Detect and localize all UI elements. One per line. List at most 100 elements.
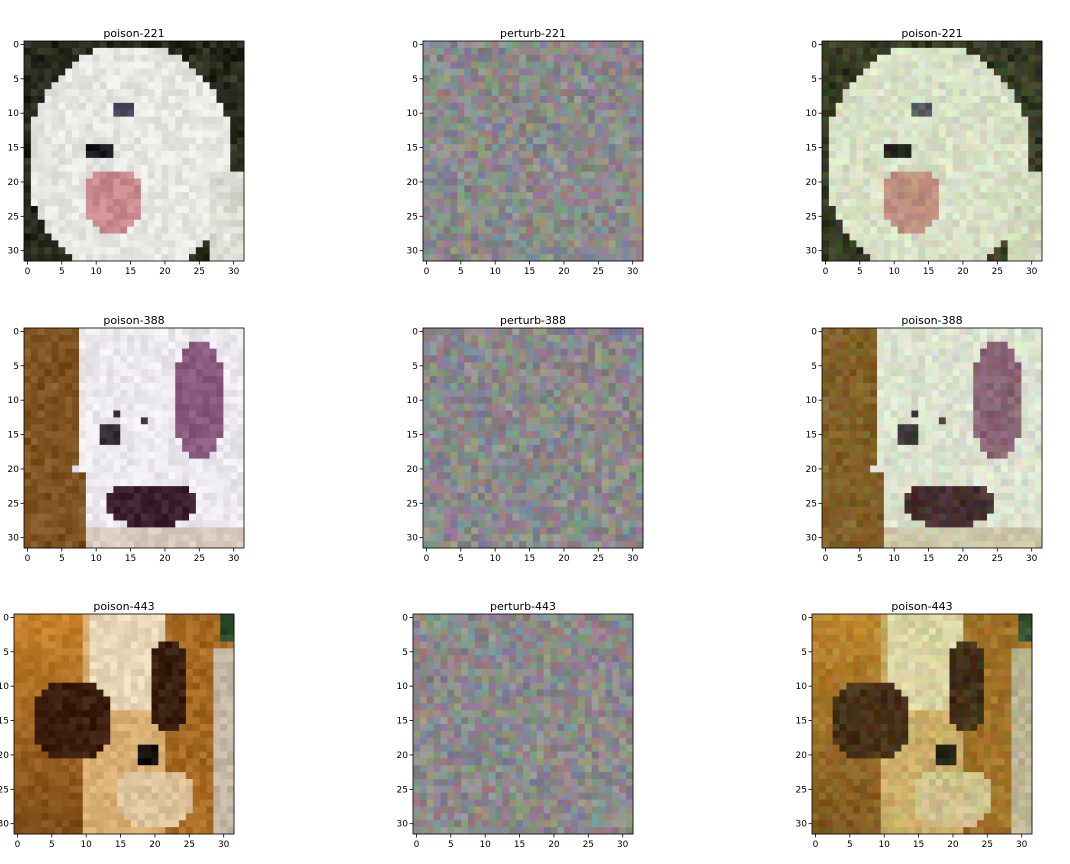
pixel <box>519 341 527 350</box>
pixel <box>120 465 128 473</box>
pixel <box>938 89 947 97</box>
pixel <box>938 41 947 49</box>
pixel <box>457 389 465 398</box>
pixel <box>120 451 128 460</box>
pixel <box>938 240 947 248</box>
pixel <box>484 171 493 179</box>
pixel <box>987 219 995 228</box>
pixel <box>519 438 527 446</box>
pixel <box>92 376 101 384</box>
pixel <box>127 506 135 515</box>
pixel <box>478 486 486 494</box>
pixel <box>505 383 513 391</box>
pixel <box>175 130 183 138</box>
pixel <box>863 199 871 207</box>
pixel <box>79 417 87 425</box>
pixel <box>85 102 94 111</box>
pixel <box>99 164 107 173</box>
pixel <box>134 541 142 549</box>
pixel <box>175 486 183 494</box>
pixel <box>822 89 830 97</box>
pixel <box>423 47 431 56</box>
pixel <box>127 109 135 118</box>
pixel <box>498 151 506 159</box>
pixel <box>822 185 830 193</box>
pixel <box>588 206 596 214</box>
pixel <box>1007 116 1015 124</box>
pixel <box>1028 171 1036 179</box>
pixel <box>980 247 988 255</box>
pixel <box>202 192 211 200</box>
pixel <box>195 472 204 480</box>
y-tick-label: 20 <box>407 178 419 188</box>
pixel <box>491 41 500 49</box>
pixel <box>952 130 960 138</box>
pixel <box>195 96 204 104</box>
pixel <box>457 54 465 63</box>
pixel <box>230 376 238 384</box>
pixel <box>37 233 46 241</box>
pixel <box>216 493 224 501</box>
pixel <box>44 534 52 542</box>
pixel <box>79 334 87 343</box>
pixel <box>987 137 995 145</box>
pixel <box>966 116 974 124</box>
pixel <box>429 389 438 398</box>
pixel <box>189 334 197 343</box>
pixel <box>863 240 871 248</box>
pixel <box>849 151 857 159</box>
pixel <box>189 499 197 508</box>
pixel <box>987 247 995 255</box>
pixel <box>464 247 472 255</box>
pixel <box>966 171 974 179</box>
pixel <box>99 68 107 76</box>
pixel <box>182 369 190 377</box>
pixel <box>636 486 644 494</box>
pixel <box>237 130 245 138</box>
pixel <box>588 130 596 138</box>
pixel <box>959 130 967 138</box>
pixel <box>443 109 451 118</box>
pixel <box>140 157 149 166</box>
pixel <box>85 479 94 487</box>
pixel <box>959 233 967 241</box>
pixel <box>30 417 39 425</box>
pixel <box>450 444 458 453</box>
pixel <box>560 206 568 214</box>
pixel <box>478 199 486 207</box>
pixel <box>574 130 582 138</box>
pixel <box>622 438 630 446</box>
pixel <box>560 403 568 411</box>
pixel <box>478 465 486 473</box>
pixel <box>423 438 431 446</box>
pixel <box>99 417 107 425</box>
pixel <box>450 123 458 131</box>
pixel <box>168 206 176 214</box>
pixel <box>209 486 217 494</box>
pixel <box>567 164 575 173</box>
pixel <box>120 383 128 391</box>
pixel <box>601 82 610 90</box>
pixel <box>140 520 149 528</box>
pixel <box>450 116 458 124</box>
pixel <box>856 199 864 207</box>
pixel <box>546 383 555 391</box>
pixel <box>588 192 596 200</box>
pixel <box>594 233 603 241</box>
pixel <box>58 376 66 384</box>
pixel <box>622 458 630 466</box>
pixel <box>959 226 967 234</box>
pixel <box>581 410 589 418</box>
pixel <box>828 137 837 145</box>
pixel <box>973 75 981 83</box>
pixel <box>92 541 101 549</box>
pixel <box>189 348 197 356</box>
pixel <box>622 157 630 166</box>
pixel <box>588 369 596 377</box>
pixel <box>457 102 465 111</box>
pixel <box>498 444 506 453</box>
pixel <box>51 438 59 446</box>
pixel <box>574 341 582 350</box>
pixel <box>539 96 548 104</box>
pixel <box>842 226 850 234</box>
